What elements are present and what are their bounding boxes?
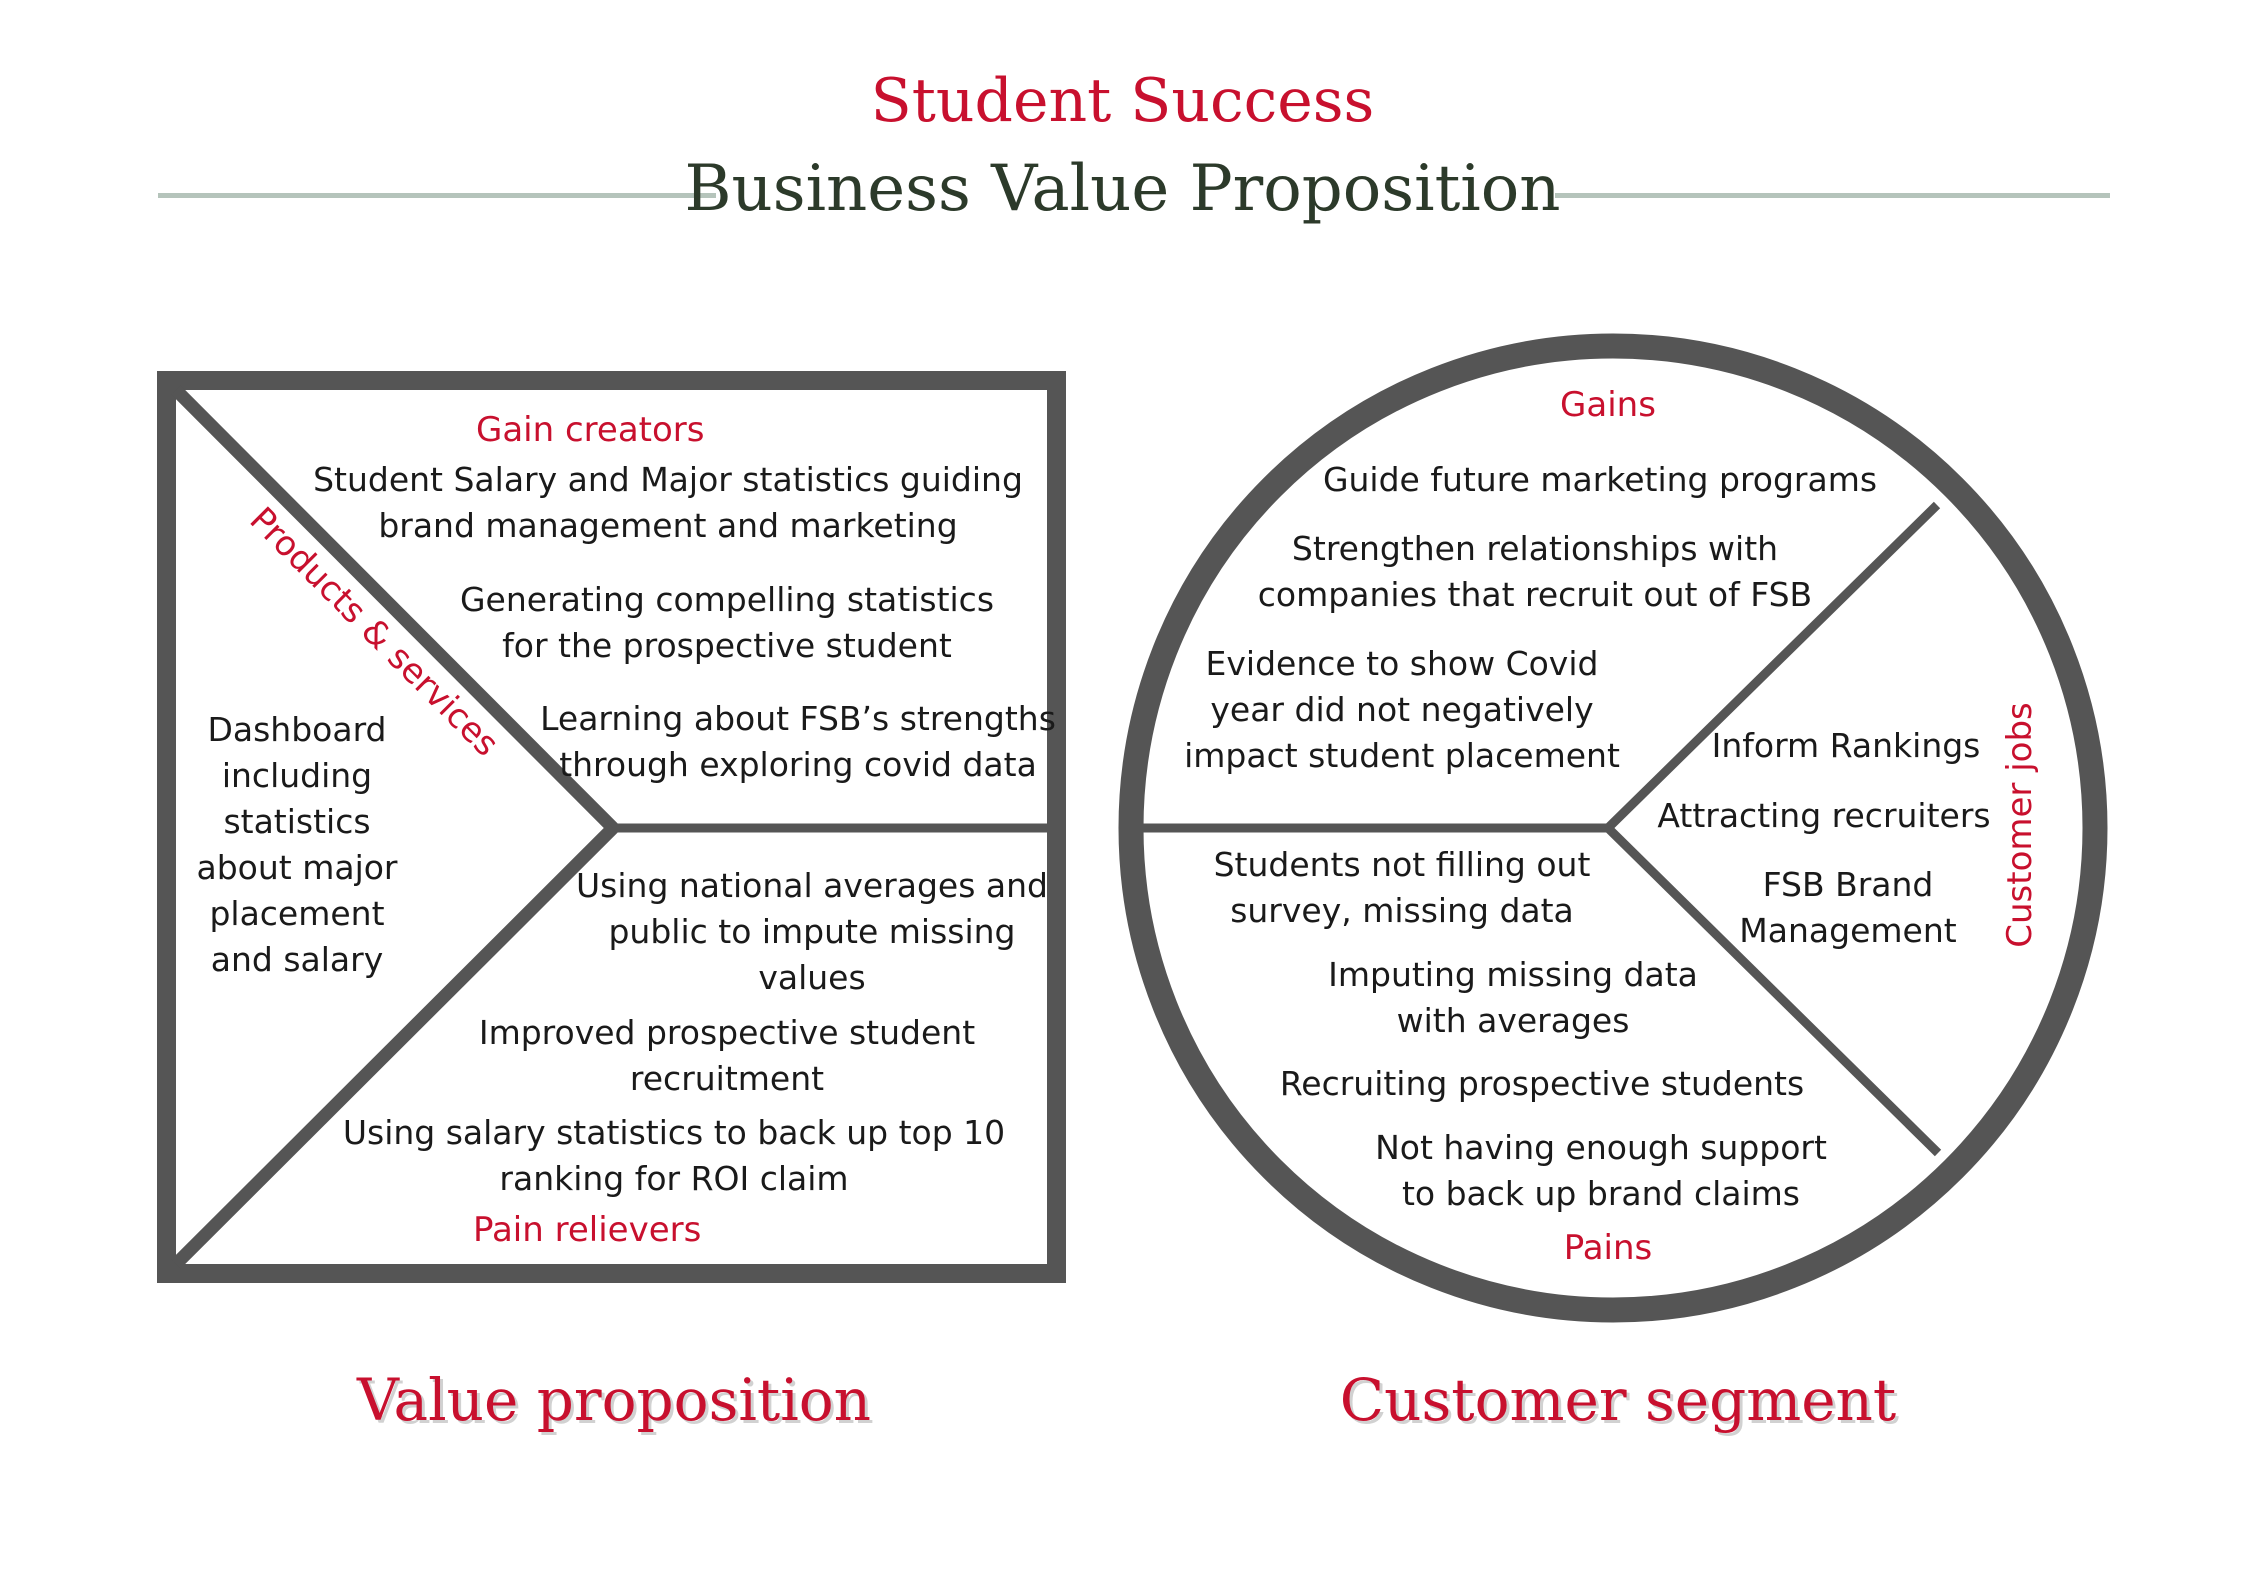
pain-reliever-item-1: Using national averages and public to im…	[576, 866, 1048, 997]
pain-item-2: Imputing missing data with averages	[1328, 955, 1698, 1040]
pain-reliever-item-3: Using salary statistics to back up top 1…	[342, 1113, 1006, 1198]
customer-segment-circle	[1118, 333, 2108, 1323]
value-proposition-caption: Value proposition	[356, 1366, 872, 1434]
square-diagonal-lower	[171, 823, 618, 1269]
products-services-item-1: Dashboard including statistics about maj…	[196, 710, 398, 979]
pain-item-3: Recruiting prospective students	[1279, 1064, 1805, 1103]
square-diagonal-upper	[171, 385, 618, 833]
gain-creators-label: Gain creators	[476, 410, 705, 450]
gains-label: Gains	[1560, 385, 1656, 425]
gain-item-3: Evidence to show Covid year did not nega…	[1184, 644, 1620, 775]
customer-job-item-1: Inform Rankings	[1711, 726, 1981, 765]
title-line-2: Business Value Proposition	[684, 152, 1561, 226]
gain-creator-item-1: Student Salary and Major statistics guid…	[313, 460, 1023, 545]
customer-segment-caption: Customer segment	[1339, 1366, 1897, 1434]
pain-relievers-label: Pain relievers	[473, 1210, 702, 1250]
gain-item-1: Guide future marketing programs	[1322, 460, 1878, 499]
customer-job-item-3: FSB Brand Management	[1739, 865, 1957, 950]
circle-divider-lower-right	[1604, 824, 1942, 1157]
value-proposition-square	[157, 371, 1066, 1283]
customer-jobs-label: Customer jobs	[2000, 702, 2040, 948]
title-rule-left	[158, 193, 716, 198]
title-rule-right	[1555, 193, 2110, 198]
pain-item-4: Not having enough support to back up bra…	[1375, 1128, 1827, 1213]
gain-creator-item-2: Generating compelling statistics for the…	[459, 580, 995, 665]
pain-item-1: Students not filling out survey, missing…	[1213, 845, 1591, 930]
title-line-1: Student Success	[870, 66, 1375, 136]
pain-reliever-item-2: Improved prospective student recruitment	[478, 1013, 976, 1098]
circle-divider-upper-right	[1604, 501, 1941, 832]
pains-label: Pains	[1563, 1228, 1653, 1268]
gain-item-2: Strengthen relationships with companies …	[1257, 529, 1813, 614]
customer-job-item-2: Attracting recruiters	[1657, 796, 1991, 835]
gain-creator-item-3: Learning about FSB’s strengths through e…	[540, 699, 1056, 784]
